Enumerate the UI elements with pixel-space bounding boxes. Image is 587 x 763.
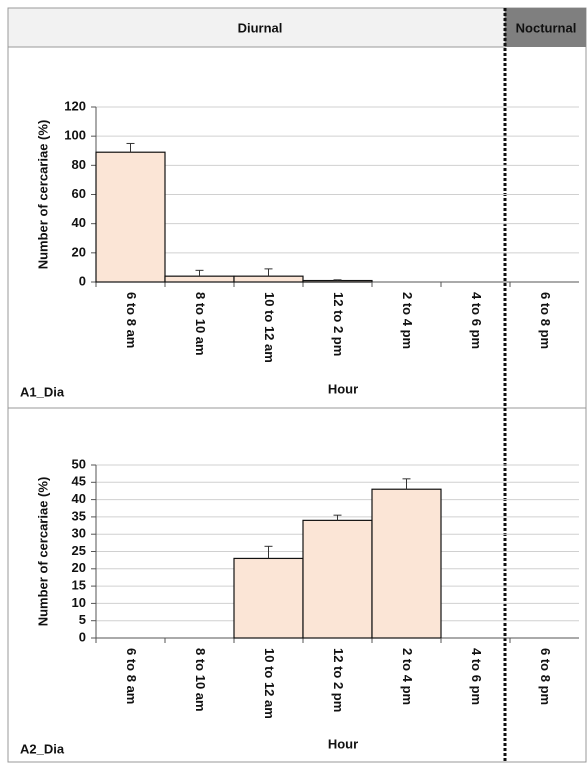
x-axis-label: Hour — [328, 736, 358, 751]
x-axis-label: Hour — [328, 381, 358, 396]
header-diurnal — [7, 7, 506, 48]
bar — [371, 488, 442, 639]
y-tick-label: 50 — [72, 456, 86, 471]
y-tick-label: 0 — [79, 629, 86, 644]
y-tick-label: 40 — [72, 215, 86, 230]
y-tick-label: 80 — [72, 157, 86, 172]
y-tick-label: 60 — [72, 186, 86, 201]
x-tick-label: 12 to 2 pm — [331, 648, 346, 712]
x-tick-label: 4 to 6 pm — [469, 648, 484, 705]
x-tick-label: 10 to 12 am — [262, 648, 277, 719]
header-nocturnal — [505, 8, 586, 47]
bar — [302, 279, 373, 283]
bar — [233, 557, 304, 639]
bar — [302, 519, 373, 639]
panel-label: A1_Dia — [20, 384, 65, 399]
y-tick-label: 20 — [72, 244, 86, 259]
y-axis-label: Number of cercariae (%) — [35, 477, 50, 627]
bar — [233, 275, 304, 283]
x-tick-label: 10 to 12 am — [262, 292, 277, 363]
y-tick-label: 100 — [64, 128, 86, 143]
bar — [164, 275, 235, 283]
y-tick-label: 5 — [79, 612, 86, 627]
y-tick-label: 35 — [72, 508, 86, 523]
x-tick-label: 6 to 8 pm — [538, 292, 553, 349]
y-tick-label: 40 — [72, 491, 86, 506]
y-tick-label: 45 — [72, 474, 86, 489]
x-tick-label: 2 to 4 pm — [400, 648, 415, 705]
x-tick-label: 8 to 10 am — [193, 648, 208, 712]
frame — [7, 7, 587, 763]
y-axis-label: Number of cercariae (%) — [35, 120, 50, 270]
x-tick-label: 8 to 10 am — [193, 292, 208, 356]
header-label: Nocturnal — [516, 20, 577, 35]
y-tick-label: 10 — [72, 595, 86, 610]
x-tick-label: 2 to 4 pm — [400, 292, 415, 349]
panel-label: A2_Dia — [20, 741, 65, 756]
y-tick-label: 120 — [64, 98, 86, 113]
bar — [95, 151, 166, 283]
y-tick-label: 30 — [72, 526, 86, 541]
y-tick-label: 20 — [72, 560, 86, 575]
x-tick-label: 6 to 8 pm — [538, 648, 553, 705]
x-tick-label: 6 to 8 am — [124, 292, 139, 348]
y-tick-label: 0 — [79, 273, 86, 288]
y-tick-label: 15 — [72, 578, 86, 593]
x-tick-label: 12 to 2 pm — [331, 292, 346, 356]
y-tick-label: 25 — [72, 543, 86, 558]
x-tick-label: 6 to 8 am — [124, 648, 139, 704]
x-tick-label: 4 to 6 pm — [469, 292, 484, 349]
header-label: Diurnal — [238, 20, 283, 35]
